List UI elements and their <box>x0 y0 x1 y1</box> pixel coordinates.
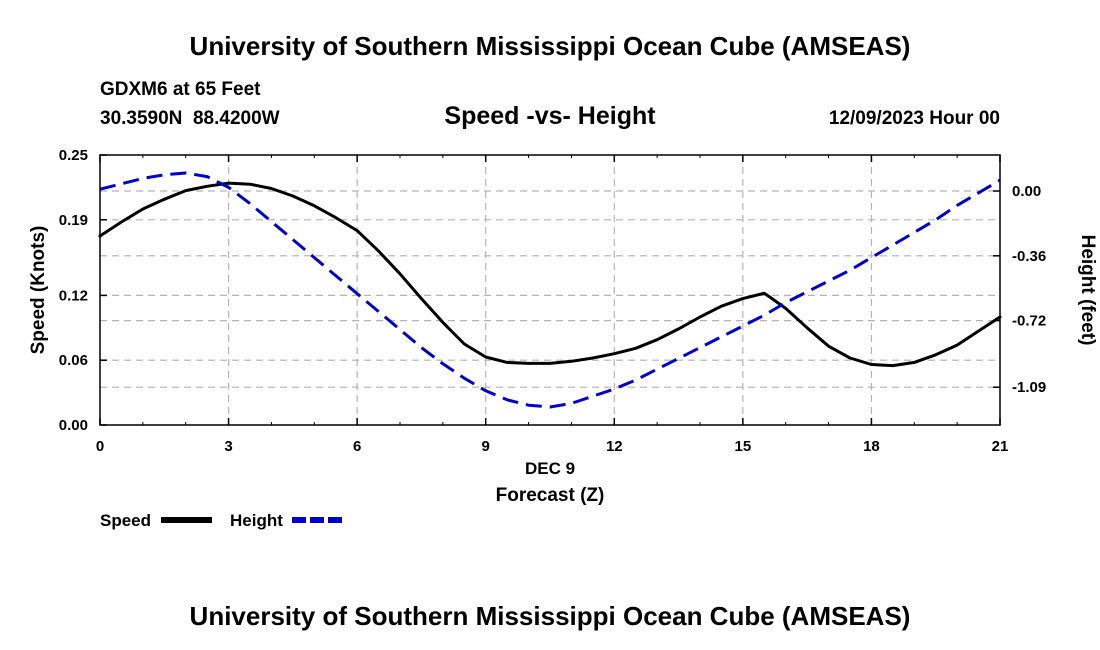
x-tick-label: 18 <box>863 438 880 455</box>
series-speed-line <box>98 181 1002 368</box>
x-tick-label: 0 <box>96 438 104 455</box>
y2-tick-label: -0.72 <box>1012 313 1046 330</box>
y2-tick-label: -0.36 <box>1012 248 1046 265</box>
legend: Speed Height <box>100 511 342 530</box>
y-tick-label: 0.19 <box>59 212 88 229</box>
coordinates-label: 30.3590N 88.4200W <box>100 108 280 129</box>
x-tick-label: 9 <box>482 438 490 455</box>
x-tick-label: 21 <box>992 438 1009 455</box>
y-tick-label: 0.06 <box>59 352 88 369</box>
x-axis-label: Forecast (Z) <box>496 485 605 506</box>
x-axis-date-label: DEC 9 <box>525 459 575 478</box>
x-tick-label: 3 <box>224 438 232 455</box>
grid-lines <box>100 155 1000 425</box>
forecast-date: 12/09/2023 Hour 00 <box>829 108 1000 129</box>
y2-axis-label: Height (feet) <box>1077 235 1098 346</box>
x-tick-label: 15 <box>735 438 752 455</box>
legend-speed-label: Speed <box>100 511 151 530</box>
y-tick-label: 0.00 <box>59 417 88 434</box>
plot-frame <box>99 154 1001 426</box>
station-label: GDXM6 at 65 Feet <box>100 79 261 100</box>
y-axis-label: Speed (Knots) <box>28 226 49 355</box>
y-tick-label: 0.25 <box>59 147 88 164</box>
series-height-line <box>99 171 1001 409</box>
y2-tick-label: 0.00 <box>1012 183 1041 200</box>
series-layer <box>98 171 1002 409</box>
legend-height-label: Height <box>230 511 283 530</box>
footer-title: University of Southern Mississippi Ocean… <box>190 601 911 631</box>
page-title: University of Southern Mississippi Ocean… <box>190 31 911 61</box>
chart-subtitle: Speed -vs- Height <box>444 102 656 130</box>
x-tick-label: 12 <box>606 438 623 455</box>
axis-ticks: 0 3 6 9 12 15 18 21 0.00 0.06 0.12 0.19 0.25 0.00 -0.3… <box>59 147 1046 455</box>
y-tick-label: 0.12 <box>59 287 88 304</box>
y2-tick-label: -1.09 <box>1012 379 1046 396</box>
x-tick-label: 6 <box>353 438 361 455</box>
